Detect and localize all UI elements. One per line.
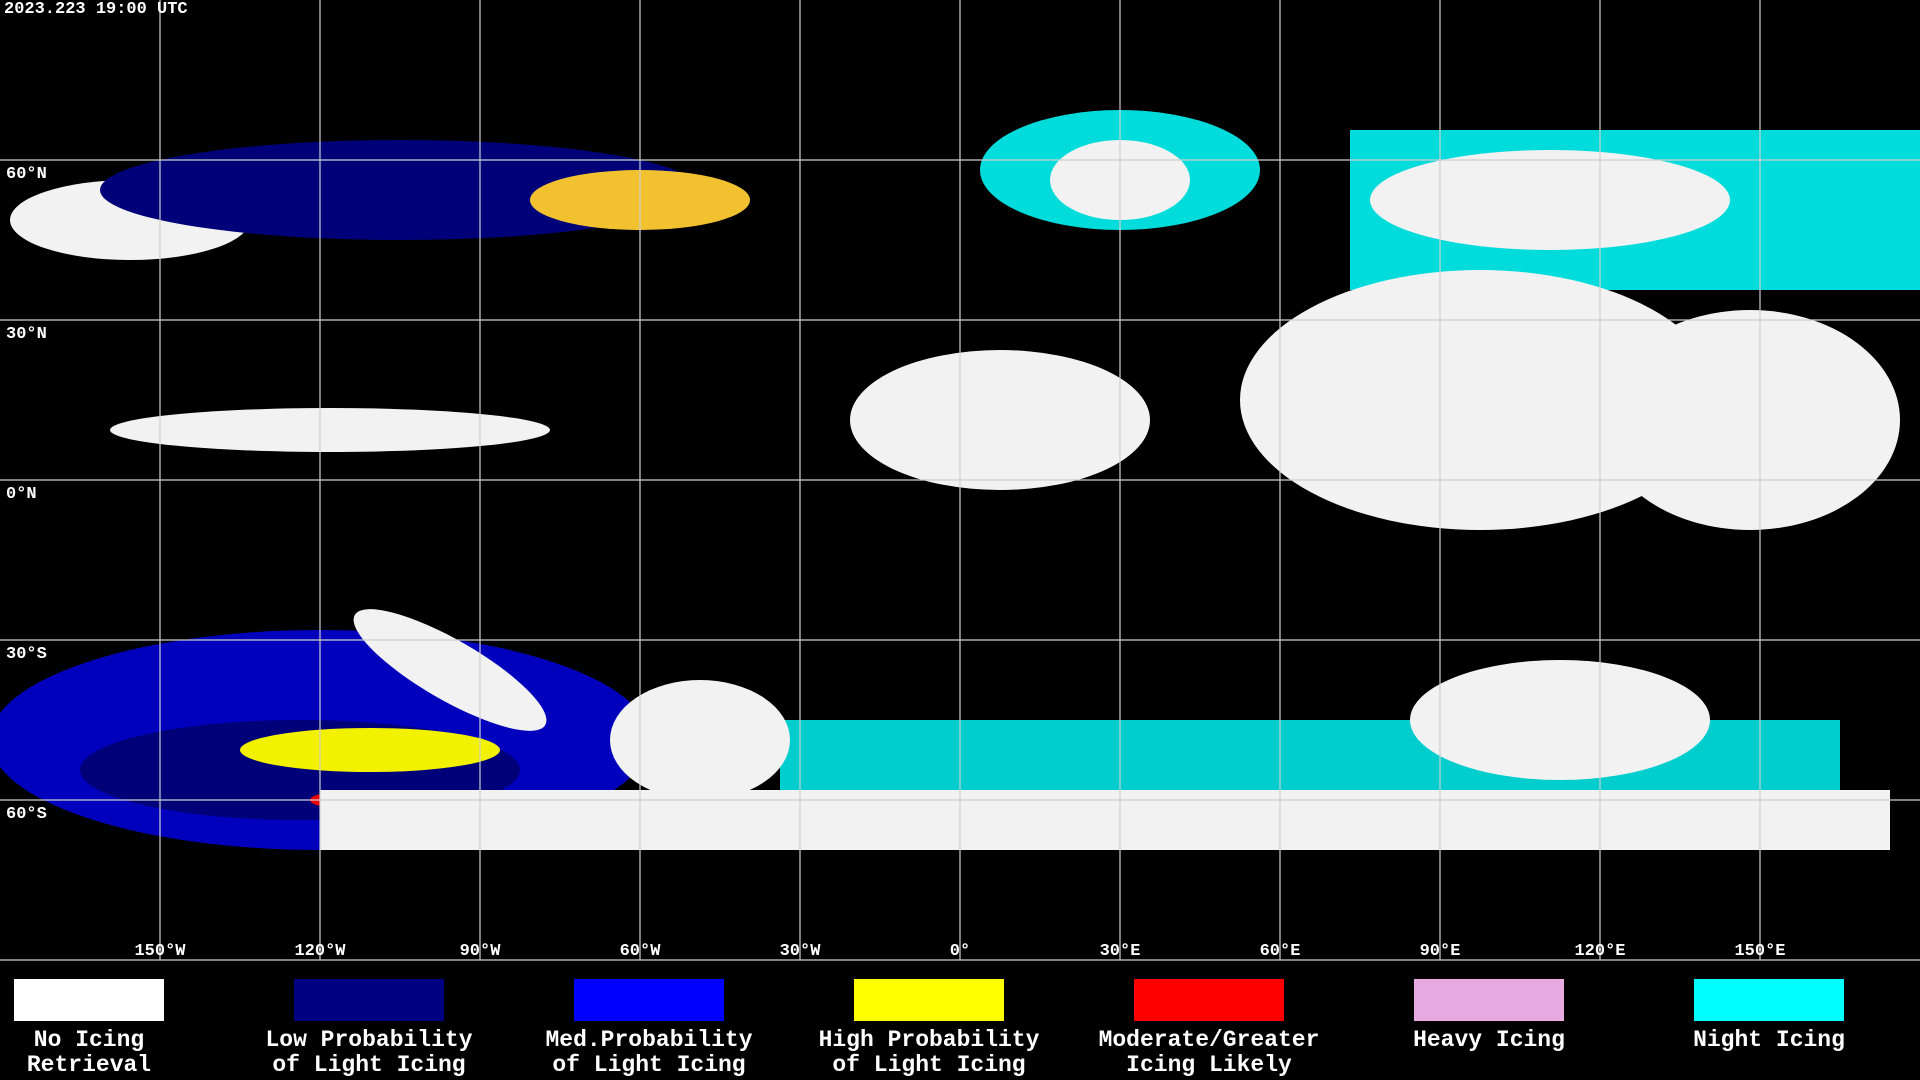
legend-label: High Probability — [819, 1027, 1040, 1053]
longitude-label: 30°W — [780, 942, 822, 961]
legend-swatch — [294, 979, 444, 1021]
legend-label: Med.Probability — [545, 1027, 752, 1053]
legend-swatch — [1134, 979, 1284, 1021]
cloud-white — [1370, 150, 1730, 250]
legend-label: Heavy Icing — [1413, 1027, 1565, 1053]
longitude-label: 150°W — [134, 942, 186, 961]
legend-label: of Light Icing — [272, 1052, 465, 1078]
longitude-label: 90°W — [460, 942, 502, 961]
latitude-label: 0°N — [6, 485, 37, 504]
longitude-label: 60°E — [1260, 942, 1301, 961]
legend-label: of Light Icing — [832, 1052, 1025, 1078]
legend-label: Night Icing — [1693, 1027, 1845, 1053]
cloud-white — [110, 408, 550, 452]
latitude-label: 30°S — [6, 645, 47, 664]
longitude-label: 30°E — [1100, 942, 1141, 961]
legend-swatch — [854, 979, 1004, 1021]
longitude-label: 120°W — [294, 942, 346, 961]
legend-label: No Icing — [34, 1027, 144, 1053]
latitude-label: 60°S — [6, 805, 47, 824]
longitude-label: 90°E — [1420, 942, 1461, 961]
latitude-label: 30°N — [6, 325, 47, 344]
longitude-label: 150°E — [1734, 942, 1785, 961]
cloud-white — [610, 680, 790, 800]
legend-swatch — [574, 979, 724, 1021]
legend-swatch — [1694, 979, 1844, 1021]
timestamp: 2023.223 19:00 UTC — [4, 0, 188, 19]
graticule: 150°W 120°W 90°W 60°W 30°W 0° 30°E 60°E 90°E 120°… — [0, 0, 1920, 961]
longitude-label: 60°W — [620, 942, 662, 961]
legend-label: Retrieval — [27, 1052, 151, 1078]
latitude-label: 60°N — [6, 165, 47, 184]
cloud-fields — [0, 110, 1920, 850]
legend-label: of Light Icing — [552, 1052, 745, 1078]
legend-swatch — [1414, 979, 1564, 1021]
legend-label: Moderate/Greater — [1099, 1027, 1320, 1053]
legend-swatch — [14, 979, 164, 1021]
legend-label: Icing Likely — [1126, 1052, 1292, 1078]
cloud-white — [1410, 660, 1710, 780]
cloud-white — [850, 350, 1150, 490]
longitude-label: 0° — [950, 942, 970, 961]
cloud-white — [320, 790, 1890, 850]
legend-label: Low Probability — [265, 1027, 472, 1053]
longitude-label: 120°E — [1574, 942, 1625, 961]
cloud-high — [240, 728, 500, 772]
cloud-white — [1600, 310, 1900, 530]
